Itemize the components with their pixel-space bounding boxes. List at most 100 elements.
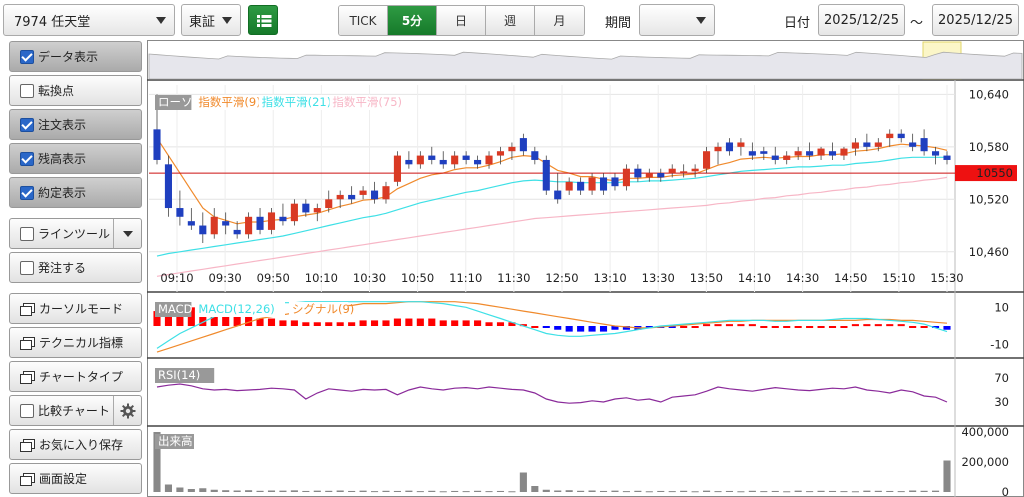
stock-select[interactable]: 7974 任天堂: [3, 4, 175, 36]
volume-bar: [348, 490, 356, 492]
candle-body: [474, 159, 482, 165]
period-tabs: TICK 5分 日 週 月: [338, 5, 585, 36]
volume-bar: [267, 490, 276, 492]
execution-display-toggle[interactable]: 約定表示: [9, 177, 142, 208]
kikan-select[interactable]: [639, 4, 715, 36]
window-icon: [20, 438, 35, 452]
candle-body: [565, 181, 573, 191]
candle-body: [634, 168, 642, 178]
candle-body: [164, 164, 172, 209]
macd-histogram-bar: [577, 326, 585, 332]
candle-body: [416, 155, 424, 165]
macd-histogram-bar: [691, 326, 699, 328]
candle-body: [851, 142, 859, 149]
macd-histogram-bar: [256, 318, 264, 326]
macd-legend-bg: [155, 302, 192, 317]
price-tick-label: 10,460: [969, 245, 1009, 259]
volume-bar: [668, 491, 676, 493]
macd-histogram-bar: [588, 326, 596, 332]
tab-week[interactable]: 週: [486, 6, 535, 35]
tab-month[interactable]: 月: [535, 6, 584, 35]
date-from-input[interactable]: 2025/12/25: [818, 4, 905, 36]
volume-tick-label: 0: [1002, 485, 1009, 497]
candle-body: [199, 225, 207, 235]
chart-type-label: チャートタイプ: [39, 370, 123, 384]
volume-bar: [428, 490, 436, 492]
candle-body: [439, 159, 447, 165]
macd-histogram-bar: [233, 314, 241, 326]
screen-settings-button[interactable]: 画面設定: [9, 463, 142, 494]
cursor-mode-button[interactable]: カーソルモード: [9, 293, 142, 324]
compare-chart-label: 比較チャート: [38, 404, 110, 418]
macd-tick-label: -10: [990, 338, 1009, 352]
volume-bar: [920, 490, 928, 492]
candle-body: [382, 186, 390, 200]
macd-histogram-bar: [508, 322, 516, 326]
macd-histogram-bar: [325, 322, 333, 326]
navigator-pane[interactable]: [148, 41, 1023, 80]
candle-body: [874, 142, 882, 147]
checkbox-icon: [20, 151, 34, 166]
tab-5min[interactable]: 5分: [388, 6, 437, 35]
volume-bar: [909, 490, 917, 492]
chart-type-button[interactable]: チャートタイプ: [9, 361, 142, 392]
macd-histogram-bar: [714, 324, 722, 327]
candle-body: [405, 159, 413, 165]
stock-chart[interactable]: 10550 10,640 10,580 10,520 10,460 09:10 09:3…: [147, 40, 1024, 497]
volume-bar: [210, 489, 218, 492]
price-tick-label: 10,640: [969, 87, 1009, 101]
caret-down-icon: [122, 230, 133, 237]
candle-body: [794, 151, 802, 156]
candle-body: [451, 155, 459, 165]
chart-frame: [147, 40, 1024, 497]
tab-tick[interactable]: TICK: [339, 6, 388, 35]
candle-body: [840, 148, 848, 156]
turning-point-toggle[interactable]: 転換点: [9, 75, 142, 106]
order-display-toggle[interactable]: 注文表示: [9, 109, 142, 140]
data-display-toggle[interactable]: データ表示: [9, 41, 142, 72]
candle-body: [680, 171, 688, 174]
macd-histogram-bar: [348, 322, 356, 326]
volume-bar: [748, 490, 756, 492]
date-to-input[interactable]: 2025/12/25: [932, 4, 1019, 36]
date-to-value: 2025/12/25: [938, 12, 1013, 28]
market-select[interactable]: 東証: [181, 4, 241, 36]
candle-body: [657, 173, 665, 178]
candle-body: [783, 155, 791, 160]
save-favorite-button[interactable]: お気に入り保存: [9, 429, 142, 460]
technical-button[interactable]: テクニカル指標: [9, 327, 142, 358]
macd-histogram-bar: [874, 324, 882, 327]
kikan-label: 期間: [605, 16, 632, 31]
volume-bar: [771, 490, 779, 492]
date-separator: ～: [910, 16, 924, 31]
volume-bar: [519, 472, 527, 492]
time-tick-label: 10:50: [401, 271, 434, 285]
volume-legend-bg: [155, 434, 194, 449]
balance-display-toggle[interactable]: 残高表示: [9, 143, 142, 174]
volume-bar: [462, 491, 470, 493]
volume-bar: [153, 432, 161, 492]
line-tool-toggle[interactable]: ラインツール: [9, 218, 142, 249]
compare-settings-button[interactable]: [113, 396, 141, 425]
macd-histogram-bar: [783, 326, 791, 328]
macd-histogram-bar: [565, 326, 573, 332]
line-tool-label: ラインツール: [38, 227, 111, 241]
compare-chart-toggle[interactable]: 比較チャート: [9, 395, 142, 426]
checkbox-icon: [20, 117, 34, 132]
macd-histogram-bar: [806, 326, 814, 328]
place-order-toggle[interactable]: 発注する: [9, 252, 142, 283]
macd-histogram-bar: [542, 326, 550, 328]
rsi-legend-bg: [155, 368, 215, 383]
candle-body: [210, 216, 218, 235]
list-menu-button[interactable]: [248, 5, 278, 35]
candle-body: [817, 148, 825, 156]
volume-bar: [611, 490, 619, 492]
time-tick-label: 15:10: [882, 271, 915, 285]
candle-body: [176, 208, 184, 217]
line-tool-dropdown[interactable]: [113, 219, 141, 248]
volume-bar: [577, 490, 585, 492]
tab-day[interactable]: 日: [437, 6, 486, 35]
volume-legend-label: 出来高: [158, 434, 193, 448]
macd-histogram-bar: [748, 324, 756, 327]
macd-histogram-bar: [897, 324, 905, 327]
